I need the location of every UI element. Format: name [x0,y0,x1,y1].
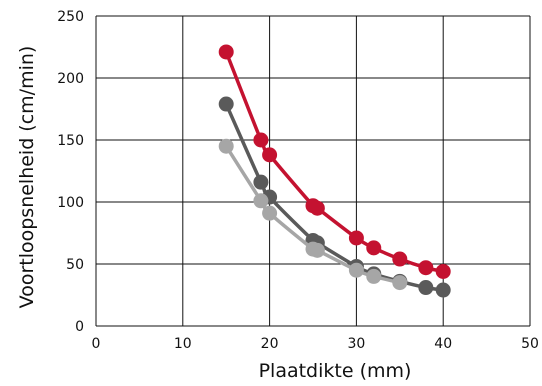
data-point [418,280,434,296]
y-axis-title: Voortloopsnelheid (cm/min) [16,46,38,309]
data-point [262,205,278,221]
x-tick-label: 0 [92,336,101,352]
data-point [309,200,325,216]
data-point [253,193,269,209]
data-point [218,96,234,112]
x-tick-label: 40 [434,336,452,352]
y-tick-label: 50 [66,257,84,273]
y-tick-label: 200 [57,71,84,87]
data-point [253,132,269,148]
y-tick-label: 0 [75,319,84,335]
data-point [392,275,408,291]
data-point [366,268,382,284]
data-point [218,44,234,60]
series-line [224,50,445,274]
data-point [392,251,408,267]
x-tick-label: 50 [521,336,539,352]
data-point [435,282,451,298]
data-point [218,138,234,154]
y-tick-label: 100 [57,195,84,211]
x-tick-label: 20 [261,336,279,352]
tick-labels: 0 10 20 30 40 50 0 50 100 150 200 250 [57,9,539,352]
x-tick-label: 30 [347,336,365,352]
grid [95,15,531,327]
data-point [366,240,382,256]
data-point [348,230,364,246]
data-point [253,174,269,190]
data-point [418,260,434,276]
series-3 [218,138,408,291]
y-tick-label: 250 [57,9,84,25]
series-line [224,102,445,292]
data-point [309,242,325,258]
series-layer [218,44,451,298]
data-point [348,262,364,278]
series-2 [218,96,451,298]
x-tick-label: 10 [174,336,192,352]
y-tick-label: 150 [57,133,84,149]
x-axis-title: Plaatdikte (mm) [259,360,412,382]
data-point [435,263,451,279]
series-1 [218,44,451,279]
data-point [262,147,278,163]
